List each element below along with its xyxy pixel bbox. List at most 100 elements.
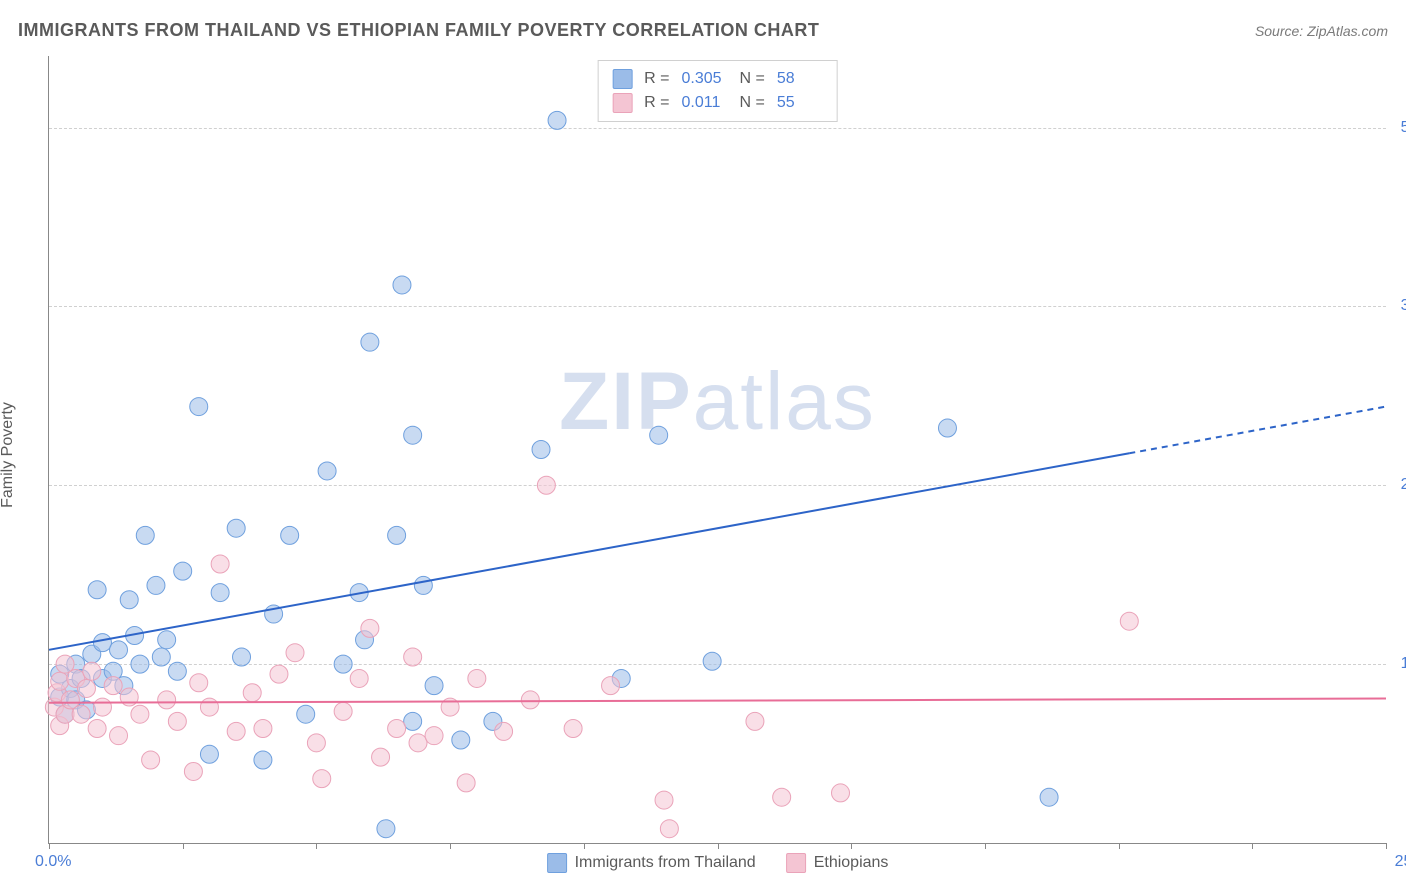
data-point <box>83 662 101 680</box>
data-point <box>227 519 245 537</box>
data-point <box>200 745 218 763</box>
r-label-1: R = <box>644 94 669 112</box>
x-tick <box>718 843 719 849</box>
y-tick-label: 37.5% <box>1401 297 1406 315</box>
y-axis-label: Family Poverty <box>0 402 17 508</box>
data-point <box>297 705 315 723</box>
trend-line-dashed <box>1129 407 1386 454</box>
data-point <box>233 648 251 666</box>
data-point <box>136 526 154 544</box>
data-point <box>521 691 539 709</box>
data-point <box>602 677 620 695</box>
data-point <box>409 734 427 752</box>
data-point <box>120 591 138 609</box>
x-min-label: 0.0% <box>35 853 71 871</box>
data-point <box>1120 612 1138 630</box>
x-tick <box>49 843 50 849</box>
series-legend: Immigrants from Thailand Ethiopians <box>547 853 889 873</box>
data-point <box>468 669 486 687</box>
legend-label-1: Ethiopians <box>814 854 889 872</box>
data-point <box>174 562 192 580</box>
data-point <box>110 727 128 745</box>
x-tick <box>1386 843 1387 849</box>
plot-area: ZIPatlas R = 0.305 N = 58 R = 0.011 N = … <box>48 56 1386 844</box>
r-value-1: 0.011 <box>682 94 728 112</box>
data-point <box>168 712 186 730</box>
x-tick <box>851 843 852 849</box>
data-point <box>537 476 555 494</box>
data-point <box>334 702 352 720</box>
data-point <box>773 788 791 806</box>
data-point <box>650 426 668 444</box>
data-point <box>88 720 106 738</box>
data-point <box>77 679 95 697</box>
data-point <box>190 398 208 416</box>
data-point <box>425 727 443 745</box>
legend-item-1: Ethiopians <box>786 853 889 873</box>
data-point <box>88 581 106 599</box>
data-point <box>200 698 218 716</box>
data-point <box>334 655 352 673</box>
data-point <box>452 731 470 749</box>
data-point <box>548 111 566 129</box>
data-point <box>286 644 304 662</box>
n-label-0: N = <box>740 70 765 88</box>
chart-wrap: ZIPatlas R = 0.305 N = 58 R = 0.011 N = … <box>48 56 1386 844</box>
legend-label-0: Immigrants from Thailand <box>575 854 756 872</box>
data-point <box>655 791 673 809</box>
x-tick <box>985 843 986 849</box>
data-point <box>404 426 422 444</box>
y-tick-label: 25.0% <box>1401 476 1406 494</box>
legend-swatch-1 <box>786 853 806 873</box>
data-point <box>532 441 550 459</box>
data-point <box>168 662 186 680</box>
data-point <box>254 751 272 769</box>
data-point <box>350 669 368 687</box>
data-point <box>211 584 229 602</box>
data-point <box>158 631 176 649</box>
data-point <box>307 734 325 752</box>
legend-item-0: Immigrants from Thailand <box>547 853 756 873</box>
data-point <box>495 722 513 740</box>
swatch-series-1 <box>612 93 632 113</box>
data-point <box>254 720 272 738</box>
n-label-1: N = <box>740 94 765 112</box>
x-tick <box>183 843 184 849</box>
data-point <box>361 619 379 637</box>
data-point <box>110 641 128 659</box>
data-point <box>313 770 331 788</box>
data-point <box>184 762 202 780</box>
data-point <box>703 652 721 670</box>
y-tick-label: 50.0% <box>1401 119 1406 137</box>
scatter-svg <box>49 56 1386 843</box>
data-point <box>147 576 165 594</box>
r-value-0: 0.305 <box>682 70 728 88</box>
data-point <box>211 555 229 573</box>
y-tick-label: 12.5% <box>1401 655 1406 673</box>
x-tick <box>316 843 317 849</box>
data-point <box>746 712 764 730</box>
data-point <box>51 672 69 690</box>
data-point <box>393 276 411 294</box>
data-point <box>318 462 336 480</box>
data-point <box>131 655 149 673</box>
data-point <box>158 691 176 709</box>
data-point <box>190 674 208 692</box>
data-point <box>832 784 850 802</box>
data-point <box>227 722 245 740</box>
data-point <box>131 705 149 723</box>
data-point <box>425 677 443 695</box>
legend-swatch-0 <box>547 853 567 873</box>
data-point <box>388 526 406 544</box>
data-point <box>457 774 475 792</box>
data-point <box>93 634 111 652</box>
data-point <box>938 419 956 437</box>
data-point <box>281 526 299 544</box>
data-point <box>243 684 261 702</box>
data-point <box>270 665 288 683</box>
data-point <box>1040 788 1058 806</box>
chart-container: IMMIGRANTS FROM THAILAND VS ETHIOPIAN FA… <box>0 0 1406 892</box>
data-point <box>388 720 406 738</box>
data-point <box>404 712 422 730</box>
chart-title: IMMIGRANTS FROM THAILAND VS ETHIOPIAN FA… <box>18 20 819 41</box>
